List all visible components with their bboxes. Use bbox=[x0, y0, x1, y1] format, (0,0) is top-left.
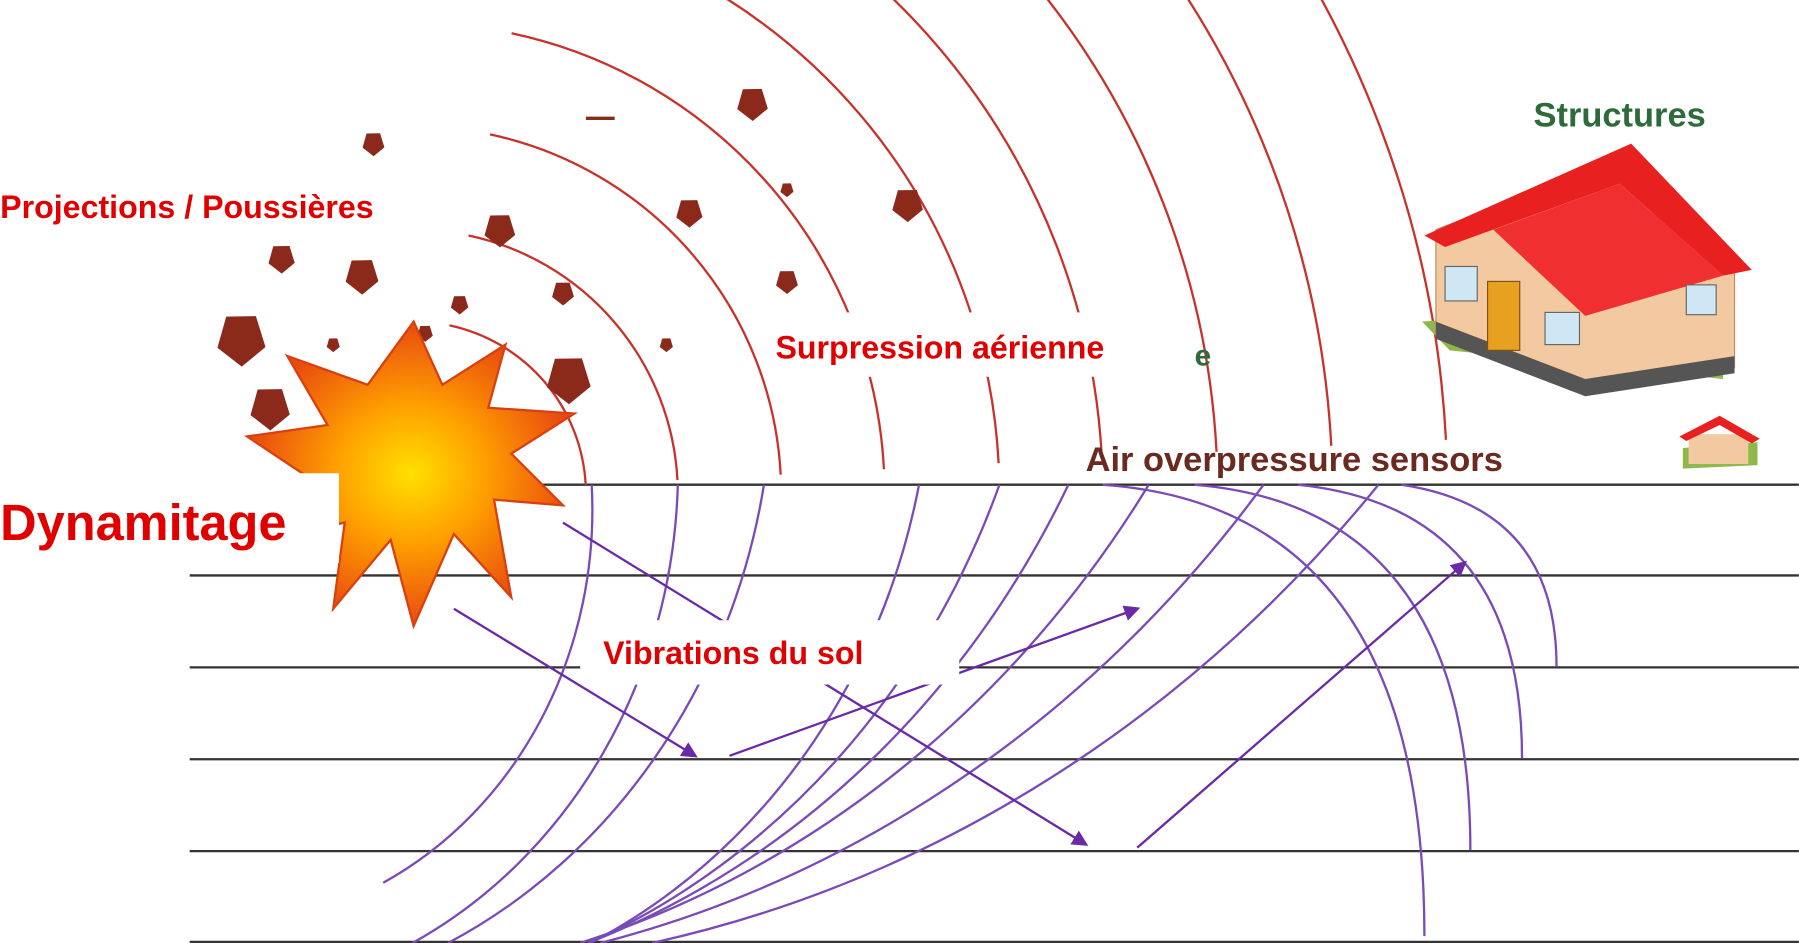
air-waves bbox=[449, 0, 1448, 485]
ground-wave bbox=[411, 484, 679, 943]
ground-waves bbox=[382, 483, 1558, 943]
dynamitage-label: Dynamitage bbox=[0, 494, 286, 551]
sensors-label: Air overpressure sensors bbox=[1086, 441, 1503, 479]
explosion bbox=[243, 319, 579, 630]
debris-piece bbox=[776, 271, 798, 295]
debris-piece bbox=[552, 282, 574, 306]
debris-piece bbox=[268, 246, 295, 274]
ground-wave bbox=[447, 484, 766, 943]
projections-label: Projections / Poussières bbox=[0, 189, 374, 225]
ground-wave bbox=[588, 484, 1001, 943]
ground-wave bbox=[587, 484, 1070, 943]
ground-wave bbox=[382, 484, 594, 884]
label-bg bbox=[580, 620, 960, 685]
debris-piece bbox=[450, 296, 469, 315]
debris-piece bbox=[737, 88, 768, 122]
fragment-label: e bbox=[1195, 339, 1212, 372]
debris bbox=[217, 88, 923, 496]
ground-wave bbox=[1401, 483, 1558, 667]
ground-wave bbox=[579, 484, 1150, 943]
label-bg bbox=[0, 473, 339, 563]
ground-wave bbox=[651, 483, 1380, 943]
ground-wave bbox=[589, 484, 921, 943]
debris-piece bbox=[362, 133, 385, 157]
debris-piece bbox=[345, 260, 379, 295]
debris-piece bbox=[217, 316, 266, 367]
ground-layers bbox=[189, 483, 1799, 943]
debris-piece bbox=[250, 389, 290, 431]
ground-wave bbox=[600, 484, 1265, 943]
air-wave bbox=[489, 133, 782, 475]
air-wave bbox=[511, 32, 886, 470]
ground-wave bbox=[1102, 483, 1426, 937]
vibrations-label: Vibrations du sol bbox=[603, 635, 863, 671]
label-bg bbox=[0, 181, 449, 239]
debris-piece bbox=[326, 338, 340, 353]
air-wave bbox=[892, 0, 1104, 458]
label-bg bbox=[763, 312, 1172, 377]
air-wave bbox=[1187, 0, 1333, 446]
structures-label: Structures bbox=[1534, 96, 1706, 134]
debris-piece bbox=[546, 358, 591, 405]
debris-piece bbox=[484, 215, 516, 248]
air-wave bbox=[1046, 0, 1218, 452]
debris-piece bbox=[780, 183, 794, 198]
small-house bbox=[1679, 415, 1760, 469]
house bbox=[1422, 143, 1752, 397]
debris-piece bbox=[892, 189, 923, 223]
air-wave bbox=[449, 324, 587, 485]
ground-wave bbox=[1194, 483, 1472, 850]
debris-piece bbox=[676, 200, 703, 228]
air-wave bbox=[1320, 0, 1448, 440]
debris-piece bbox=[659, 338, 673, 353]
surpression-label: Surpression aérienne bbox=[775, 329, 1104, 365]
air-wave bbox=[468, 234, 679, 481]
